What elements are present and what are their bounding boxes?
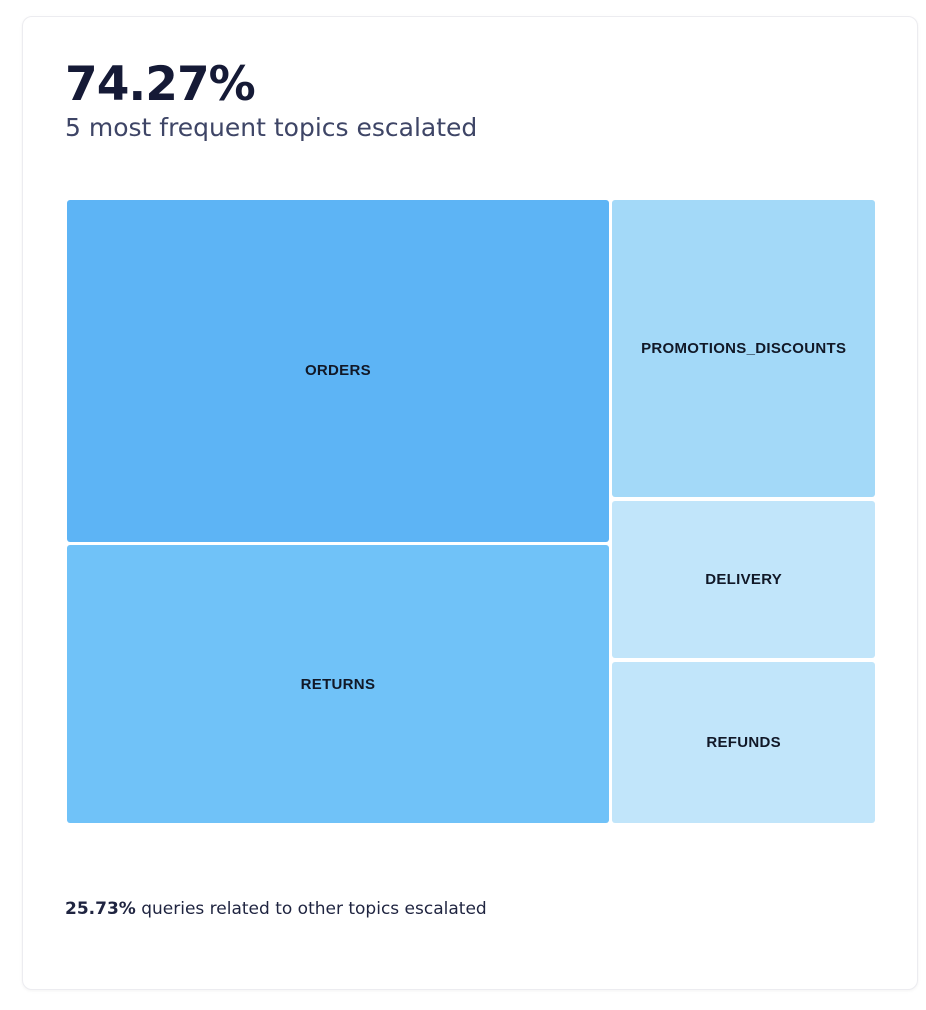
treemap-cell-refunds[interactable]: REFUNDS <box>612 661 875 823</box>
treemap-cell-promotions-discounts[interactable]: PROMOTIONS_DISCOUNTS <box>612 200 875 498</box>
other-topics-text: queries related to other topics escalate… <box>135 899 487 919</box>
treemap-cell-delivery[interactable]: DELIVERY <box>612 500 875 659</box>
topics-treemap: ORDERS RETURNS PROMOTIONS_DISCOUNTS DELIVER… <box>67 200 875 823</box>
treemap-cell-returns[interactable]: RETURNS <box>67 545 609 823</box>
treemap-cell-label: DELIVERY <box>705 571 783 589</box>
treemap-cell-orders[interactable]: ORDERS <box>67 200 609 542</box>
card-subtitle: 5 most frequent topics escalated <box>65 113 478 142</box>
treemap-cell-label: RETURNS <box>300 675 376 693</box>
treemap-cell-label: PROMOTIONS_DISCOUNTS <box>641 340 847 358</box>
escalation-percentage: 74.27% <box>65 57 256 112</box>
other-topics-note: 25.73% queries related to other topics e… <box>65 899 487 919</box>
other-topics-percentage: 25.73% <box>65 899 136 919</box>
treemap-cell-label: REFUNDS <box>706 733 781 751</box>
treemap-cell-label: ORDERS <box>304 362 371 380</box>
escalated-topics-card: 74.27% 5 most frequent topics escalated … <box>22 16 918 990</box>
